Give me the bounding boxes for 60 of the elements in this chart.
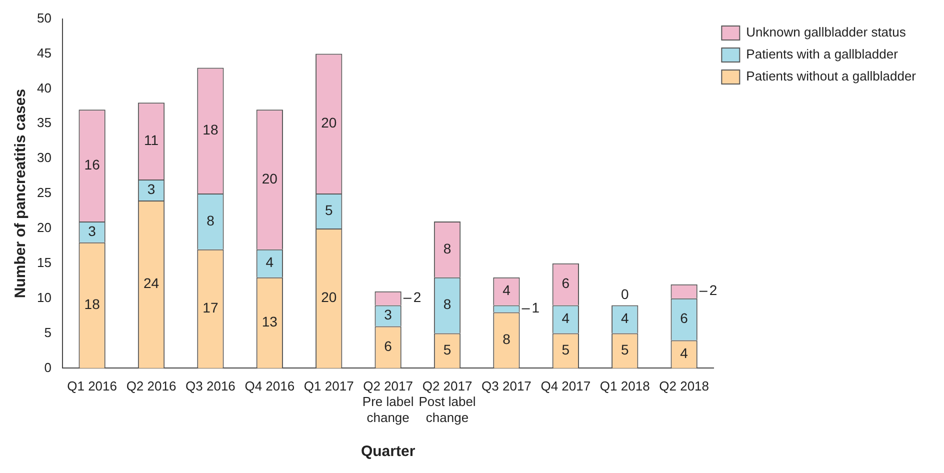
- y-tick-label: 0: [44, 360, 52, 375]
- x-tick-label: Q2 2017 Post label change: [418, 378, 476, 425]
- data-label: 6: [680, 310, 688, 326]
- legend-label: Patients without a gallbladder: [746, 68, 917, 84]
- data-label: 4: [562, 310, 570, 326]
- x-tick-label: Q1 2018: [600, 378, 650, 394]
- x-tick-label: Q4 2017: [540, 378, 591, 394]
- data-label: 8: [502, 331, 511, 348]
- data-label: 13: [262, 314, 278, 330]
- x-tick-label: Q2 2016: [126, 378, 176, 394]
- y-tick-label: 35: [36, 115, 52, 130]
- data-label: 20: [262, 170, 278, 186]
- data-label: 4: [620, 310, 629, 326]
- data-label: 0: [620, 286, 629, 302]
- x-axis-title: Quarter: [360, 443, 416, 460]
- data-label: 18: [84, 296, 100, 312]
- data-label: 5: [620, 342, 629, 358]
- x-tick-label: Q1 2016: [67, 378, 117, 394]
- data-label: 5: [324, 202, 333, 218]
- data-label: 4: [266, 254, 274, 270]
- data-label: 18: [202, 121, 218, 138]
- y-tick-label: 10: [36, 290, 52, 305]
- y-tick-label: 40: [36, 80, 52, 96]
- data-label: 5: [443, 342, 452, 358]
- x-tick-label: Q1 2017: [304, 378, 354, 394]
- y-tick-label: 45: [36, 45, 52, 60]
- y-axis-title: Number of pancreatitis cases: [12, 88, 30, 298]
- y-tick-label: 30: [36, 150, 52, 166]
- data-label: 6: [562, 275, 570, 292]
- data-label: 24: [143, 275, 160, 292]
- data-label: 8: [443, 240, 452, 256]
- data-label: 3: [147, 180, 156, 197]
- data-label: 8: [443, 296, 452, 312]
- x-tick-label: Q2 2018: [659, 378, 710, 394]
- x-tick-label: Q2 2017 Pre label change: [362, 378, 414, 425]
- y-tick-label: 25: [36, 185, 52, 200]
- data-label: 5: [562, 342, 570, 358]
- data-label: 20: [321, 114, 337, 130]
- x-tick-label: Q4 2016: [244, 378, 295, 394]
- data-label: 16: [84, 156, 100, 172]
- data-label: 4: [680, 345, 688, 362]
- legend-label: Patients with a gallbladder: [746, 46, 899, 62]
- data-label: 2: [413, 289, 422, 306]
- y-tick-label: 20: [36, 220, 52, 236]
- y-tick-label: 5: [44, 324, 52, 340]
- data-label: 2: [709, 282, 718, 298]
- data-label: 20: [321, 289, 337, 306]
- legend-label: Unknown gallbladder status: [746, 24, 906, 40]
- data-label: 4: [502, 282, 511, 298]
- data-label: 11: [144, 132, 159, 148]
- data-label: 3: [384, 306, 392, 323]
- data-label: 3: [88, 222, 96, 239]
- data-label: 17: [202, 300, 218, 316]
- data-label: 8: [206, 212, 215, 228]
- y-tick-label: 15: [36, 254, 52, 270]
- data-label: 1: [532, 300, 540, 316]
- data-label: 6: [384, 338, 392, 354]
- x-tick-label: Q3 2017: [482, 378, 532, 394]
- x-tick-label: Q3 2016: [186, 378, 236, 394]
- y-tick-label: 50: [36, 10, 52, 26]
